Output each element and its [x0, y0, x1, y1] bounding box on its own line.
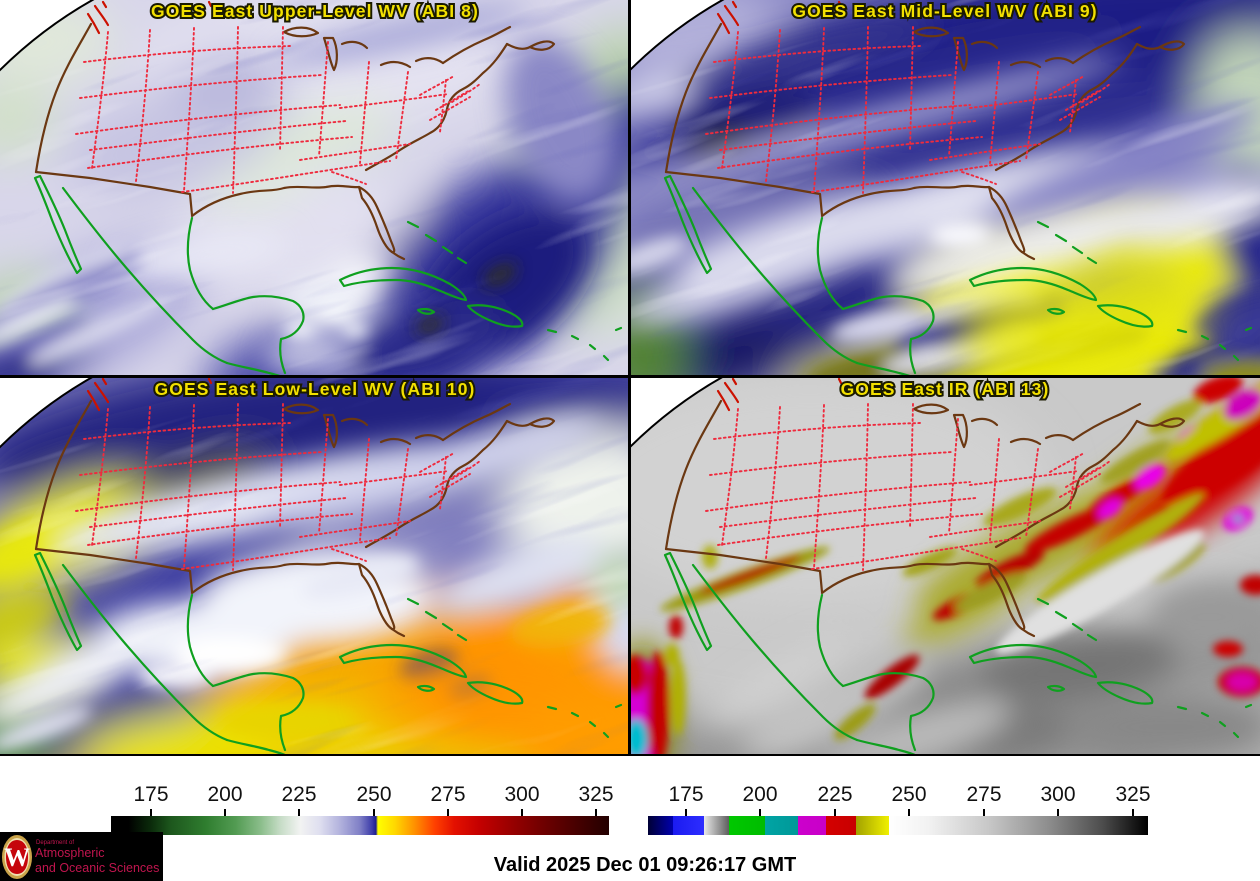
svg-text:GOES East IR (ABI 13): GOES East IR (ABI 13): [841, 379, 1050, 399]
svg-text:W: W: [4, 843, 30, 872]
svg-text:Atmospheric: Atmospheric: [35, 846, 104, 860]
svg-text:GOES East Mid-Level WV (ABI 9): GOES East Mid-Level WV (ABI 9): [792, 1, 1097, 21]
svg-text:and Oceanic Sciences: and Oceanic Sciences: [35, 861, 159, 875]
svg-text:GOES East Low-Level WV (ABI 10: GOES East Low-Level WV (ABI 10): [155, 379, 476, 399]
svg-text:Department of: Department of: [36, 840, 74, 846]
svg-text:GOES East Upper-Level WV (ABI: GOES East Upper-Level WV (ABI 8): [151, 1, 479, 21]
